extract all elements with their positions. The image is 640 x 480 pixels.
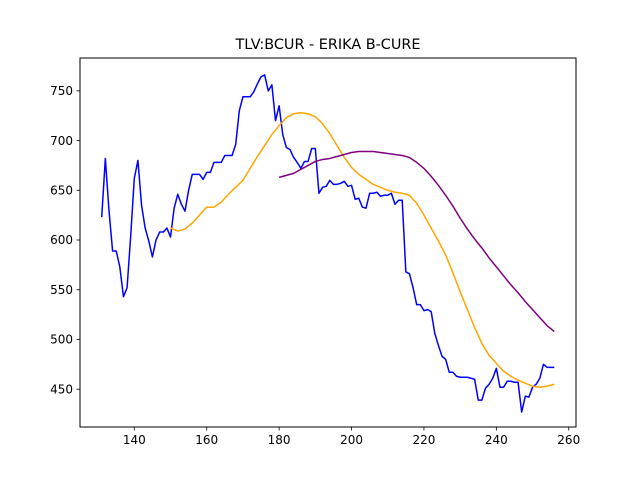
y-axis: 450 500 550 600 650 700 750 [50, 84, 80, 396]
y-tick-label: 500 [50, 333, 73, 347]
x-tick-label: 160 [195, 433, 218, 447]
y-tick-label: 450 [50, 382, 73, 396]
y-tick-label: 550 [50, 283, 73, 297]
y-tick-label: 650 [50, 183, 73, 197]
series-line-2 [170, 111, 555, 388]
x-tick-label: 260 [557, 433, 580, 447]
x-axis: 140 160 180 200 220 240 260 [123, 427, 580, 447]
y-tick-label: 700 [50, 134, 73, 148]
x-tick-label: 180 [268, 433, 291, 447]
x-tick-label: 200 [340, 433, 363, 447]
x-tick-label: 220 [412, 433, 435, 447]
chart-title: TLV:BCUR - ERIKA B-CURE [235, 37, 421, 53]
plot-area-frame [79, 57, 577, 428]
y-tick-label: 750 [50, 84, 73, 98]
x-tick-label: 240 [485, 433, 508, 447]
series-layer [100, 74, 555, 413]
x-tick-label: 140 [123, 433, 146, 447]
y-tick-label: 600 [50, 233, 73, 247]
series-line-3 [278, 150, 555, 333]
series-line-1 [100, 74, 555, 413]
